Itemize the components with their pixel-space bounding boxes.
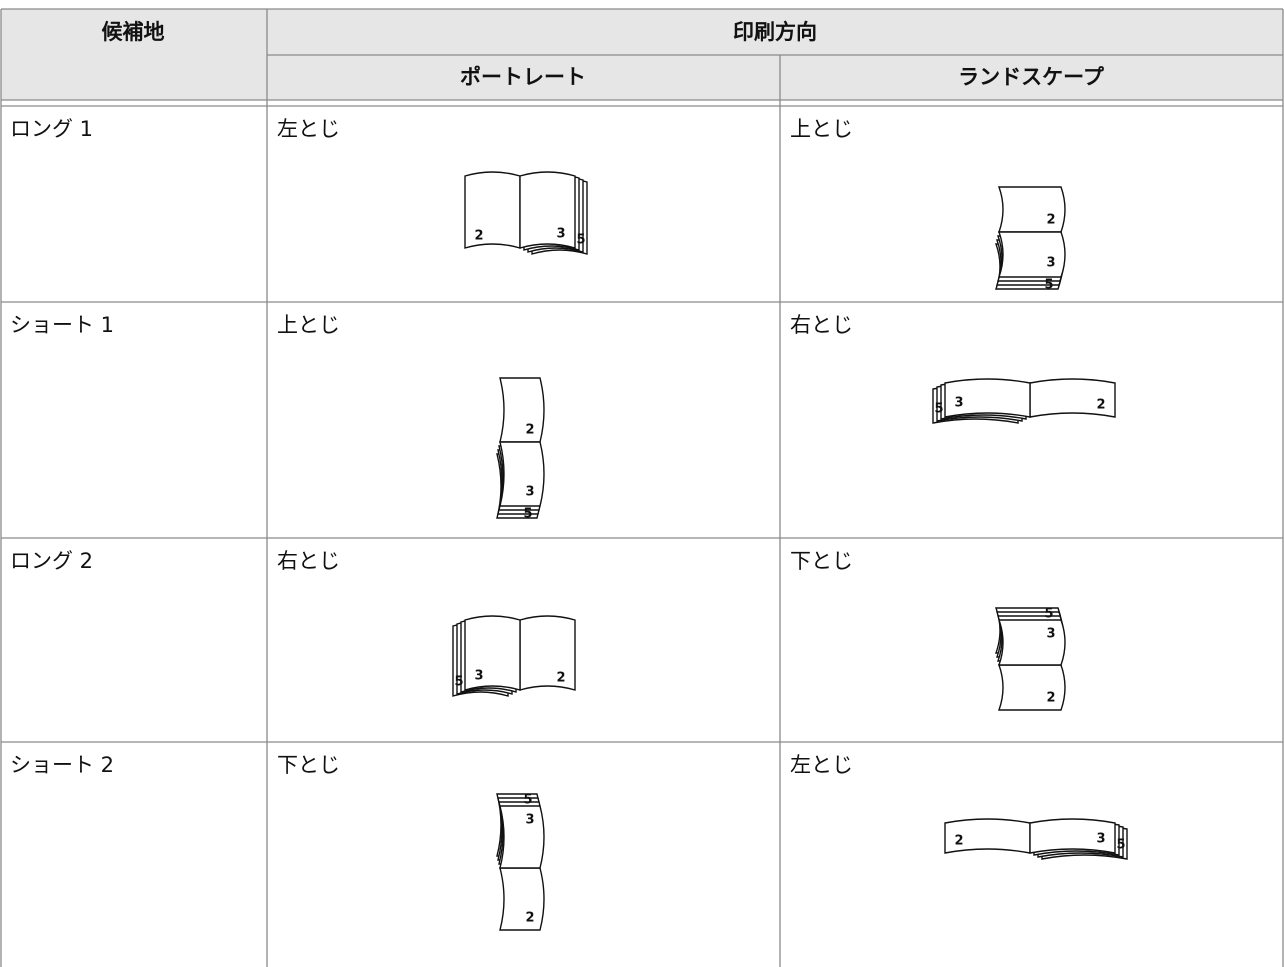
book-page — [464, 615, 521, 691]
book-page — [464, 171, 521, 249]
page-number: 5 — [934, 402, 943, 417]
page-number: 3 — [1046, 627, 1055, 642]
book-page — [998, 231, 1066, 278]
cell-text: 下とじ — [277, 753, 340, 777]
cell-text: 左とじ — [277, 117, 340, 141]
page-number: 3 — [1096, 832, 1105, 847]
book-page — [998, 619, 1066, 666]
page-number: 3 — [1046, 256, 1055, 271]
book-page — [499, 867, 545, 931]
book-page — [1029, 378, 1116, 418]
header-cell: ランドスケープ — [958, 65, 1105, 89]
cell-text: 上とじ — [277, 313, 340, 337]
header-cell: ポートレート — [460, 65, 586, 89]
page-number: 3 — [954, 396, 963, 411]
page-number: 5 — [454, 675, 463, 690]
cell-text: ロング 1 — [10, 117, 93, 141]
page-number: 5 — [523, 507, 532, 522]
cell-text: 下とじ — [790, 549, 853, 573]
cell-text: 右とじ — [790, 313, 853, 337]
header-cell: 候補地 — [102, 20, 165, 44]
book-page — [944, 378, 1031, 418]
book-page — [499, 377, 545, 443]
page-number: 3 — [556, 227, 565, 242]
header-cell: 印刷方向 — [733, 20, 817, 44]
page-number: 3 — [474, 669, 483, 684]
page-number: 2 — [556, 671, 565, 686]
page-number: 3 — [525, 813, 534, 828]
book-page — [519, 171, 576, 249]
book-page — [998, 664, 1066, 711]
page-number: 3 — [525, 485, 534, 500]
book-page — [1029, 818, 1116, 854]
page-number: 2 — [525, 423, 534, 438]
page-number: 5 — [523, 793, 532, 808]
page-number: 2 — [1046, 213, 1055, 228]
page-number: 5 — [1044, 607, 1053, 622]
page-number: 2 — [474, 229, 483, 244]
book-page — [519, 615, 576, 691]
cell-text: 上とじ — [790, 117, 853, 141]
page-number: 2 — [954, 834, 963, 849]
cell-text: ショート 2 — [10, 753, 114, 777]
cell-text: 右とじ — [277, 549, 340, 573]
page-number: 2 — [1096, 398, 1105, 413]
page-number: 5 — [576, 233, 585, 248]
page-number: 2 — [1046, 691, 1055, 706]
cell-text: 左とじ — [790, 753, 853, 777]
page-number: 5 — [1116, 838, 1125, 853]
cell-text: ロング 2 — [10, 549, 93, 573]
page-number: 2 — [525, 911, 534, 926]
page-number: 5 — [1044, 278, 1053, 293]
book-page — [499, 805, 545, 869]
cell-text: ショート 1 — [10, 313, 114, 337]
grid — [0, 8, 1284, 967]
book-page — [499, 441, 545, 507]
